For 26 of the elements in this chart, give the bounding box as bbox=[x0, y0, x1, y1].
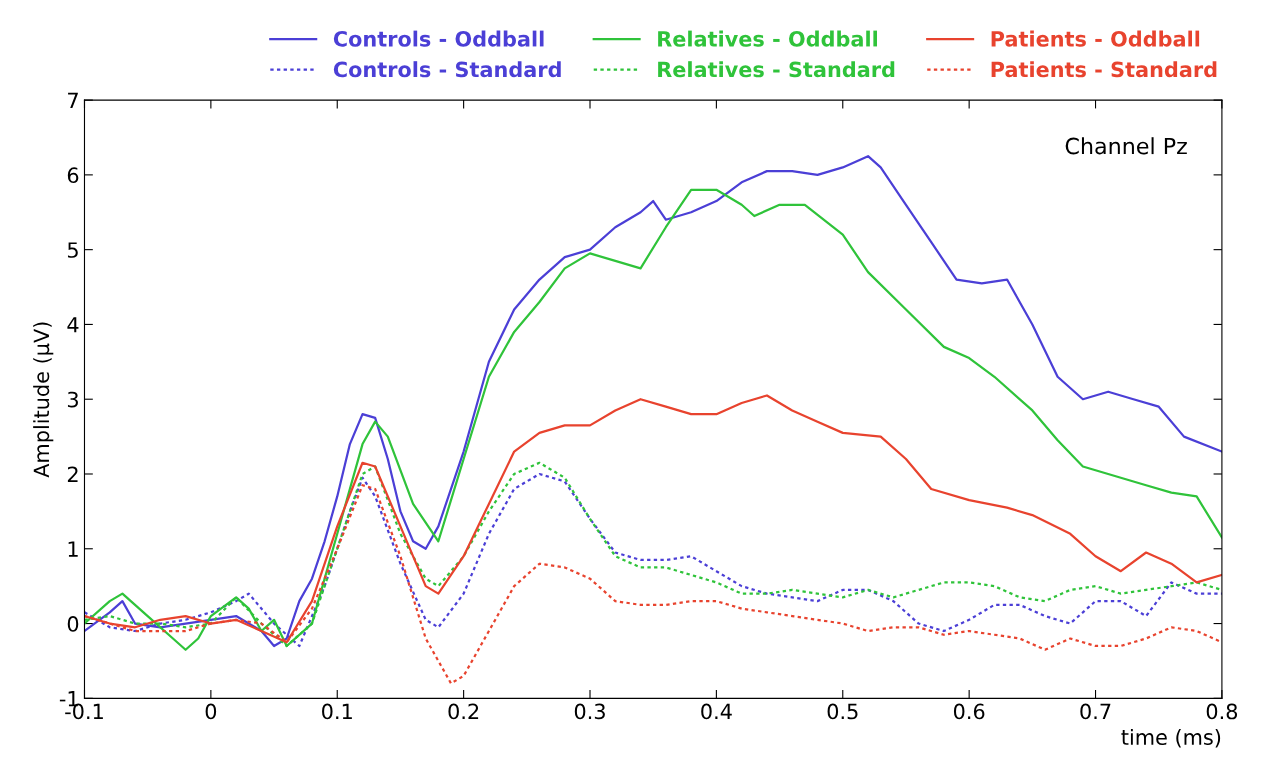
x-tick-label: 0.4 bbox=[701, 703, 732, 720]
x-tick-label: 0.5 bbox=[827, 703, 858, 720]
legend-label: Controls - Oddball bbox=[333, 30, 544, 47]
y-tick-label: 5 bbox=[67, 242, 78, 258]
y-tick-label: 0 bbox=[67, 616, 79, 632]
x-tick-label: 0.3 bbox=[574, 703, 605, 720]
y-tick-label: 1 bbox=[68, 541, 78, 557]
legend-label: Relatives - Oddball bbox=[658, 30, 877, 47]
x-tick-label: 0.2 bbox=[448, 703, 479, 720]
x-axis-title: time (ms) bbox=[1121, 728, 1221, 748]
legend-label: Patients - Oddball bbox=[991, 30, 1200, 47]
y-tick-label: 6 bbox=[67, 167, 79, 184]
y-tick-label: 2 bbox=[67, 466, 78, 482]
x-tick-label: 0.6 bbox=[953, 703, 985, 720]
y-tick-label: 7 bbox=[68, 92, 78, 109]
x-tick-label: 0.7 bbox=[1080, 703, 1111, 720]
legend-label: Relatives - Standard bbox=[658, 61, 895, 78]
x-tick-label: 0 bbox=[205, 703, 217, 720]
y-tick-label: 4 bbox=[67, 317, 79, 333]
x-tick-label: 0.1 bbox=[322, 703, 352, 720]
x-tick-label: 0.8 bbox=[1206, 703, 1238, 720]
legend-label: Patients - Standard bbox=[991, 61, 1217, 78]
legend-label: Controls - Standard bbox=[333, 61, 561, 78]
y-axis-title: Amplitude (µV) bbox=[33, 322, 54, 478]
y-tick-label: 3 bbox=[67, 391, 78, 408]
annotation: Channel Pz bbox=[1065, 137, 1187, 155]
